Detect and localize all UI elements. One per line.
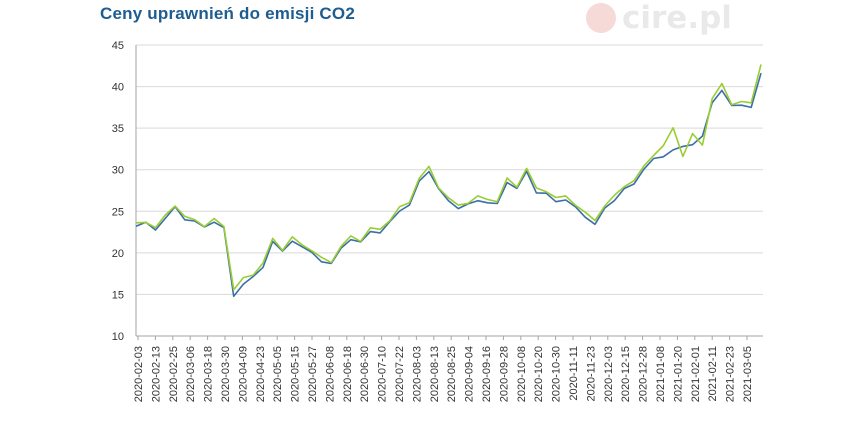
x-tick-label: 2020-09-16 bbox=[481, 346, 493, 402]
x-tick-label: 2020-04-09 bbox=[237, 346, 249, 402]
x-tick-label: 2020-06-08 bbox=[324, 346, 336, 402]
x-tick-label: 2021-02-11 bbox=[707, 346, 719, 401]
x-tick-label: 2021-02-23 bbox=[725, 346, 737, 402]
x-tick-label: 2021-01-08 bbox=[655, 346, 667, 402]
x-tick-label: 2020-05-05 bbox=[272, 346, 284, 402]
y-tick-label: 40 bbox=[112, 82, 124, 94]
gridlines bbox=[136, 44, 763, 295]
series-lines bbox=[135, 64, 762, 298]
y-tick-label: 15 bbox=[112, 289, 124, 301]
y-tick-label: 25 bbox=[112, 206, 124, 218]
x-tick-label: 2021-02-01 bbox=[690, 346, 702, 402]
x-tick-label: 2020-06-30 bbox=[359, 346, 371, 402]
y-tick-label: 10 bbox=[112, 331, 124, 343]
series-line-1 bbox=[135, 72, 762, 298]
axes bbox=[135, 45, 763, 340]
x-tick-label: 2020-09-04 bbox=[464, 346, 476, 402]
x-tick-label: 2020-08-03 bbox=[411, 346, 423, 402]
x-tick-label: 2020-03-30 bbox=[220, 346, 232, 402]
x-tick-label: 2020-12-15 bbox=[620, 346, 632, 402]
x-tick-label: 2020-02-03 bbox=[133, 346, 145, 402]
logo-mark-icon bbox=[586, 3, 616, 33]
x-tick-labels: 2020-02-03 2020-02-13 2020-02-25 2020-03-06… bbox=[133, 346, 754, 402]
x-tick-label: 2020-11-23 bbox=[585, 346, 597, 401]
x-tick-label: 2020-02-25 bbox=[168, 346, 180, 402]
x-tick-label: 2020-10-30 bbox=[551, 346, 563, 402]
y-tick-label: 35 bbox=[112, 123, 124, 135]
x-tick-label: 2020-09-28 bbox=[498, 346, 510, 402]
x-tick-label: 2020-10-20 bbox=[533, 346, 545, 402]
x-tick-label: 2020-05-15 bbox=[290, 346, 302, 402]
x-tick-label: 2020-08-13 bbox=[429, 346, 441, 402]
x-tick-label: 2020-07-10 bbox=[377, 346, 389, 402]
series-line-2 bbox=[135, 64, 762, 291]
watermark-text: cire.pl bbox=[622, 0, 732, 36]
x-tick-label: 2020-06-18 bbox=[342, 346, 354, 402]
y-tick-label: 30 bbox=[112, 165, 124, 177]
x-tick-label: 2020-12-28 bbox=[638, 346, 650, 402]
y-tick-label: 45 bbox=[112, 40, 124, 52]
x-tick-label: 2021-01-20 bbox=[672, 346, 684, 402]
y-tick-label: 20 bbox=[112, 248, 124, 260]
cire-watermark-logo: cire.pl bbox=[586, 0, 732, 36]
x-tick-label: 2020-03-06 bbox=[185, 346, 197, 402]
x-tick-label: 2020-04-23 bbox=[255, 346, 267, 402]
x-tick-label: 2021-03-05 bbox=[742, 346, 754, 402]
y-tick-labels: 10 15 20 25 30 35 40 45 bbox=[112, 40, 124, 343]
x-tick-label: 2020-11-11 bbox=[568, 346, 580, 401]
x-tick-label: 2020-08-25 bbox=[446, 346, 458, 402]
x-tick-label: 2020-10-08 bbox=[516, 346, 528, 402]
x-tick-label: 2020-03-18 bbox=[203, 346, 215, 402]
x-tick-label: 2020-02-13 bbox=[150, 346, 162, 402]
x-tick-label: 2020-05-27 bbox=[307, 346, 319, 402]
x-tick-label: 2020-07-22 bbox=[394, 346, 406, 402]
x-tick-label: 2020-12-03 bbox=[603, 346, 615, 402]
chart-title: Ceny uprawnień do emisji CO2 bbox=[100, 4, 355, 23]
